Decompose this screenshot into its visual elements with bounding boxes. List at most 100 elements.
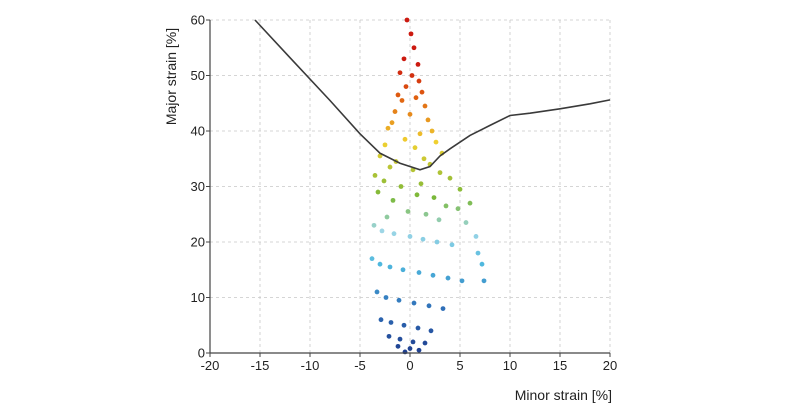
strain-point [398,184,404,189]
grid [210,19,611,353]
strain-point [416,270,422,275]
strain-point [387,164,393,170]
strain-point [396,297,402,303]
strain-point [415,325,421,331]
strain-point [405,209,411,214]
strain-point [420,236,426,242]
strain-point [387,264,393,270]
y-tick-label: 10 [191,290,205,305]
strain-point [417,131,423,137]
strain-point [404,17,410,23]
strain-point [436,217,442,223]
strain-point [375,189,381,195]
x-tick-label: 20 [603,358,617,373]
strain-point [437,170,443,176]
strain-point [419,89,425,95]
x-axis-title: Minor strain [%] [515,387,612,403]
strain-point [378,317,384,323]
strain-point [377,153,383,159]
strain-point [449,242,455,248]
strain-point [401,56,407,62]
strain-point [445,275,451,281]
strain-point [430,272,436,278]
x-tick-label: 5 [456,358,463,373]
x-tick-label: 15 [553,358,567,373]
strain-point [415,62,421,67]
strain-point [395,92,401,98]
strain-point [447,175,453,181]
x-tick-label: 0 [406,358,413,373]
forming-limit-curve [254,19,611,171]
strain-point [467,200,473,206]
y-axis-title: Major strain [%] [163,28,179,125]
strain-point [411,300,417,306]
strain-point [371,222,377,228]
strain-point [391,231,397,237]
strain-point [385,125,391,131]
strain-point [392,109,398,114]
y-tick-label: 60 [191,13,205,28]
strain-point [457,186,463,192]
strain-point [421,156,427,162]
strain-point [418,181,424,187]
strain-point [422,103,428,109]
strain-point [408,31,414,37]
x-tick-label: -15 [251,358,270,373]
strain-point [407,111,413,117]
strain-point [372,173,378,178]
strain-point [414,192,420,198]
x-tick-label: -10 [301,358,320,373]
strain-point-cloud [369,17,487,355]
strain-point [382,142,388,148]
strain-point [411,45,417,51]
strain-point [386,333,392,339]
strain-point [369,256,375,262]
strain-point [402,136,408,142]
strain-point [374,289,380,295]
strain-point [390,197,396,203]
strain-point [463,220,469,225]
strain-point [413,95,419,101]
strain-point [425,117,431,123]
y-tick-label: 40 [191,124,205,139]
y-tick-label: 50 [191,68,205,83]
strain-point [433,139,439,145]
strain-point [397,70,403,76]
strain-point [403,84,409,89]
strain-point [479,261,485,267]
y-tick-label: 0 [198,346,205,361]
strain-point [409,73,415,78]
strain-point [379,228,385,234]
strain-point [388,320,394,325]
strain-point [429,128,435,134]
strain-point [384,214,390,220]
strain-point [440,306,446,311]
strain-point [395,343,401,349]
y-tick-label: 20 [191,235,205,250]
strain-point [475,250,481,256]
strain-point [423,211,429,217]
x-tick-label: -20 [201,358,220,373]
strain-point [400,267,406,273]
strain-point [422,340,428,346]
strain-point [434,239,440,245]
y-tick-label: 30 [191,179,205,194]
strain-point [416,347,422,353]
strain-point [473,234,479,239]
strain-point [412,145,418,151]
strain-point [481,278,487,284]
strain-point [410,339,416,345]
strain-point [401,322,407,328]
forming-limit-curve-line [254,19,611,171]
strain-point [459,278,465,284]
strain-point [389,120,395,126]
x-tick-label: 10 [503,358,517,373]
strain-point [399,98,405,103]
tick-labels: -20 -15 -10 -5 0 5 10 15 20 0 10 20 30 40 50 60 [191,13,618,374]
strain-point [431,195,437,201]
strain-point [397,336,403,342]
strain-point [407,346,413,351]
strain-point [426,303,432,309]
